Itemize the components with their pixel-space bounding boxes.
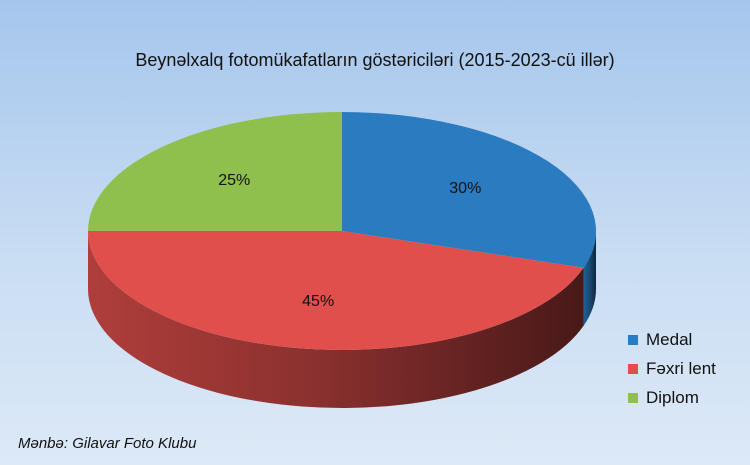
legend-swatch: [628, 334, 638, 345]
legend-label: Diplom: [646, 387, 699, 407]
data-label-diplom: 25%: [218, 171, 251, 189]
source-note: Mənbə: Gilavar Foto Klubu: [18, 435, 197, 452]
pie-slice-medal: [342, 112, 596, 268]
legend-swatch: [628, 392, 638, 403]
pie-side-fəxri-lent: [88, 231, 584, 408]
chart-title: Beynəlxalq fotomükafatların göstəricilər…: [135, 50, 615, 70]
data-label-medal: 30%: [449, 180, 482, 198]
legend-label: Fəxri lent: [646, 358, 716, 378]
legend-label: Medal: [646, 329, 693, 349]
legend-item: Fəxri lent: [628, 354, 716, 383]
pie-slice-diplom: [88, 112, 342, 231]
legend: Medal Fəxri lent Diplom: [628, 325, 716, 412]
legend-item: Diplom: [628, 383, 716, 412]
data-label-fəxri-lent: 45%: [302, 292, 335, 310]
pie-slice-fəxri-lent: [88, 231, 584, 350]
legend-item: Medal: [628, 325, 716, 354]
legend-swatch: [628, 363, 638, 374]
pie-side-medal: [583, 231, 596, 326]
